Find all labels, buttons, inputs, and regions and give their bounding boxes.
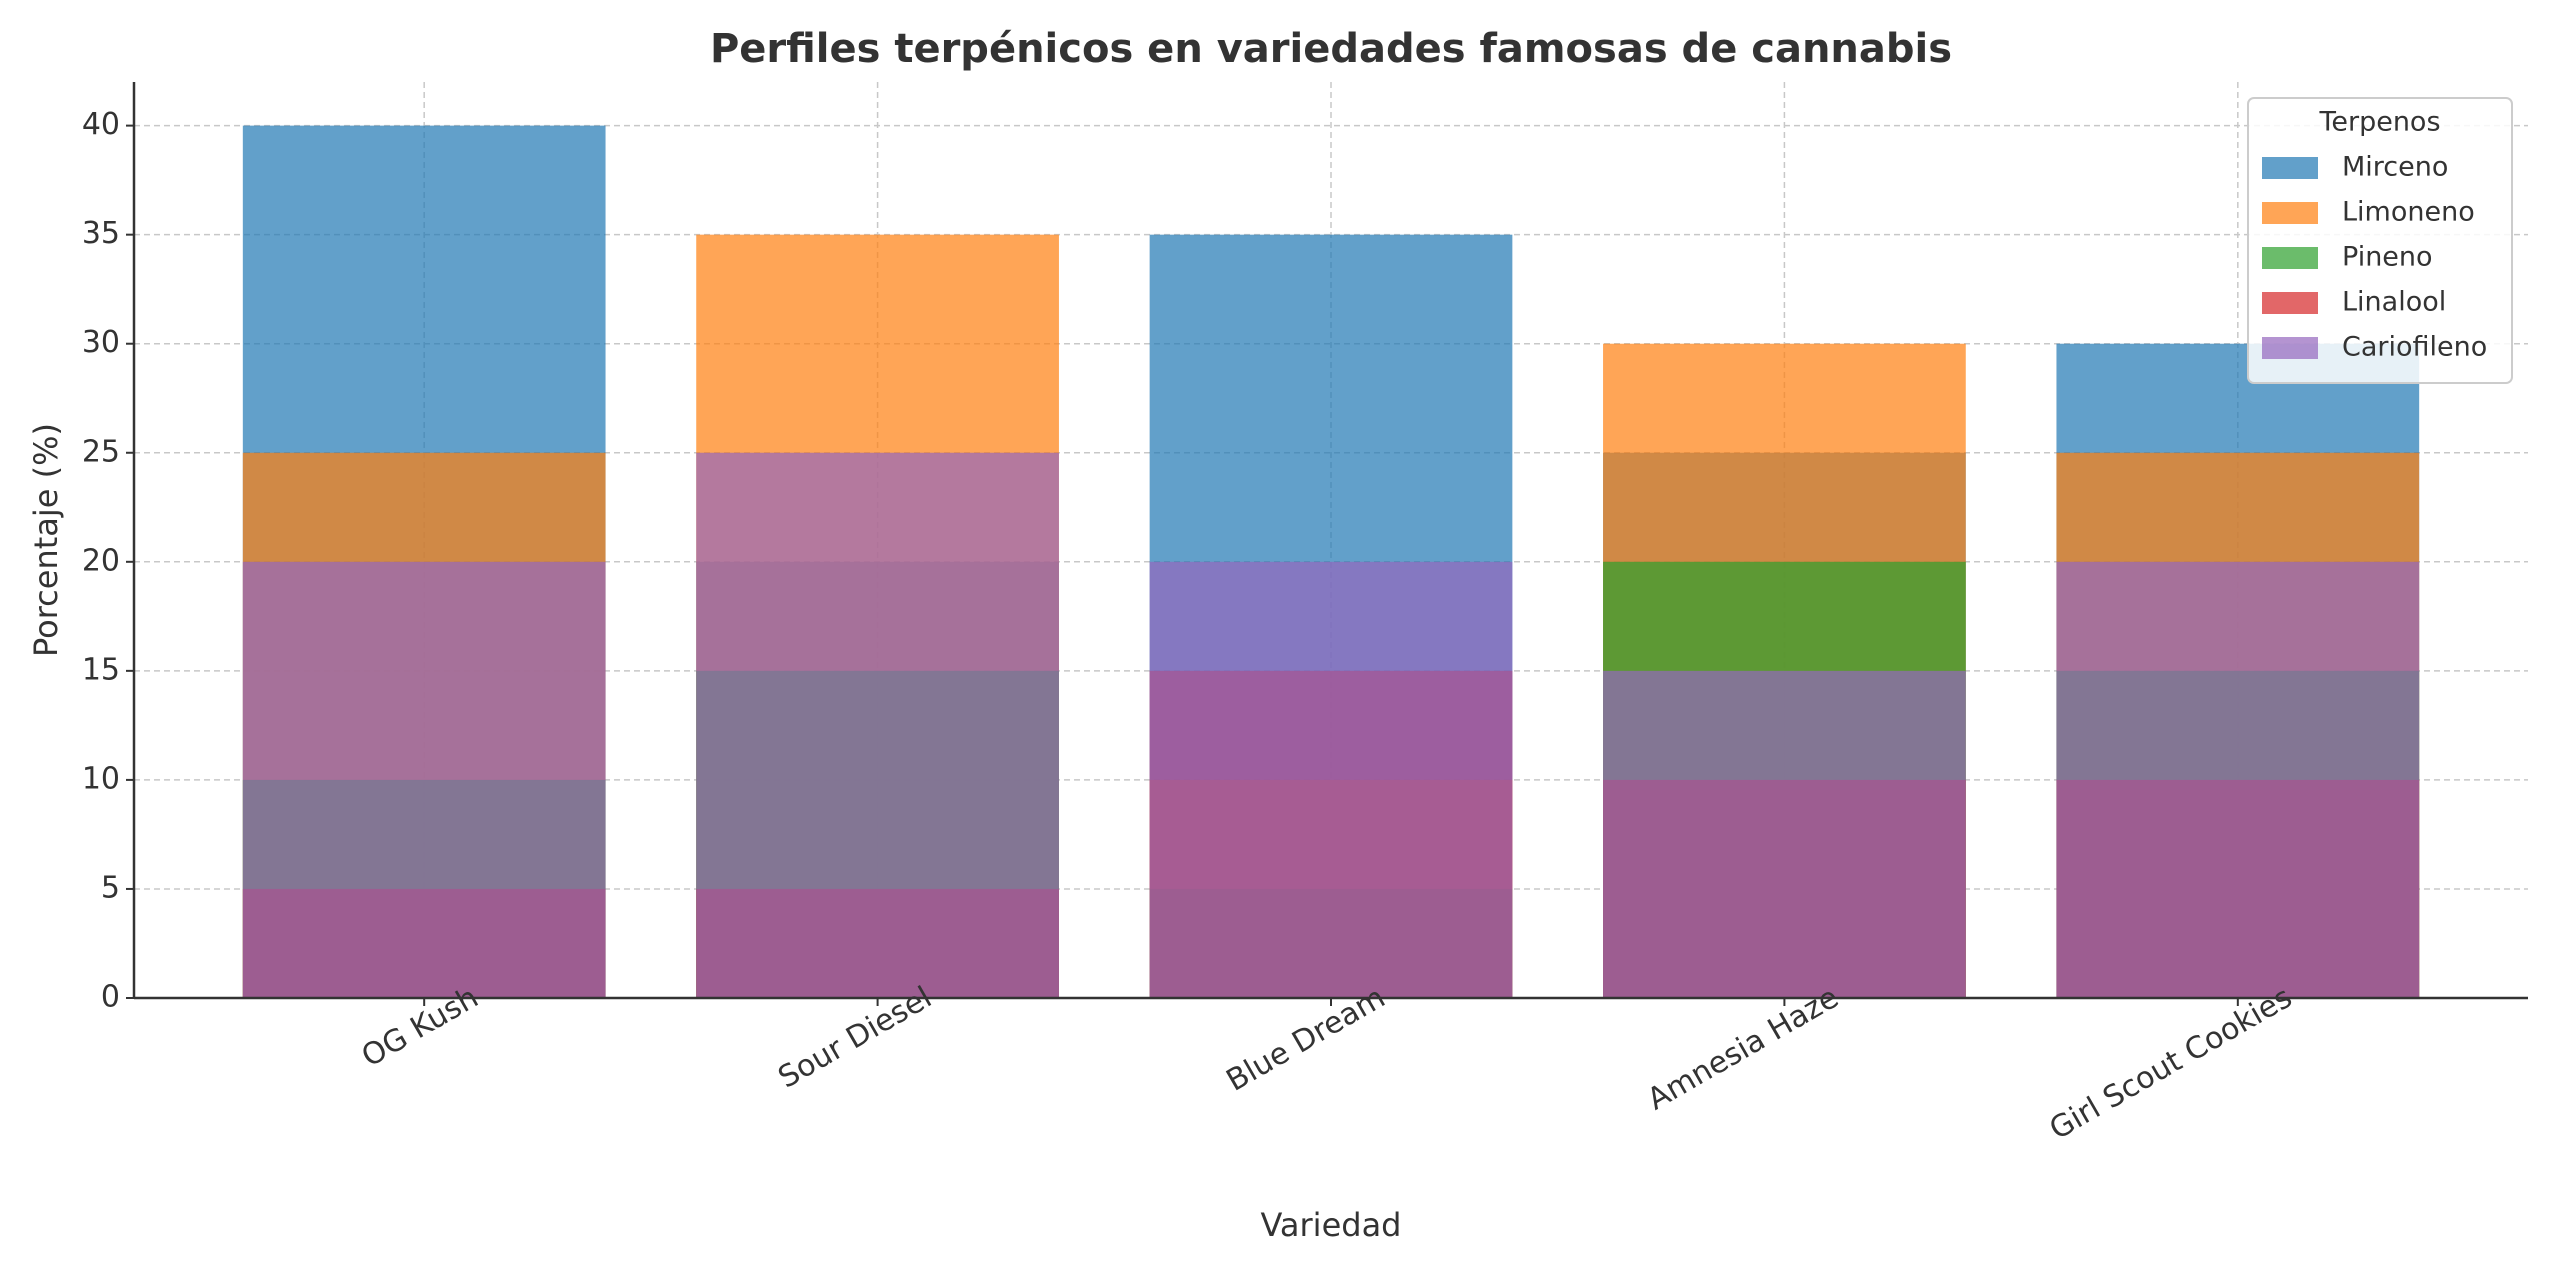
legend-swatch: [2262, 202, 2318, 224]
y-tick-label: 40: [82, 107, 120, 142]
legend-label: Pineno: [2342, 242, 2433, 273]
bar: [1149, 561, 1513, 998]
bar: [2056, 561, 2420, 998]
y-axis-label: Porcentaje (%): [27, 423, 65, 657]
y-tick-label: 10: [82, 761, 120, 796]
bar: [1603, 670, 1966, 998]
legend-label: Mirceno: [2342, 152, 2448, 183]
bar: [242, 561, 606, 998]
legend-swatch: [2262, 337, 2318, 359]
y-tick-label: 25: [82, 434, 120, 469]
legend-label: Cariofileno: [2342, 332, 2487, 363]
y-tick-label: 20: [82, 543, 120, 578]
y-tick-label: 5: [101, 870, 120, 905]
legend-title: Terpenos: [2318, 107, 2440, 138]
y-tick-label: 15: [82, 652, 120, 687]
x-axis-label: Variedad: [1261, 1206, 1402, 1244]
legend-label: Limoneno: [2342, 197, 2475, 228]
legend: Terpenos Mirceno Limoneno Pineno Linalool Car…: [2247, 97, 2513, 384]
y-tick-label: 0: [101, 980, 120, 1015]
y-tick-label: 35: [82, 216, 120, 251]
legend-swatch: [2262, 247, 2318, 269]
x-tick-label: Amnesia Haze: [1642, 980, 1845, 1117]
bar: [696, 452, 1059, 998]
legend-swatch: [2262, 292, 2318, 314]
x-tick-label: Girl Scout Cookies: [2044, 980, 2298, 1147]
legend-label: Linalool: [2342, 287, 2446, 318]
chart-title: Perfiles terpénicos en variedades famosa…: [710, 26, 1952, 72]
y-tick-label: 30: [82, 325, 120, 360]
legend-swatch: [2262, 157, 2318, 179]
